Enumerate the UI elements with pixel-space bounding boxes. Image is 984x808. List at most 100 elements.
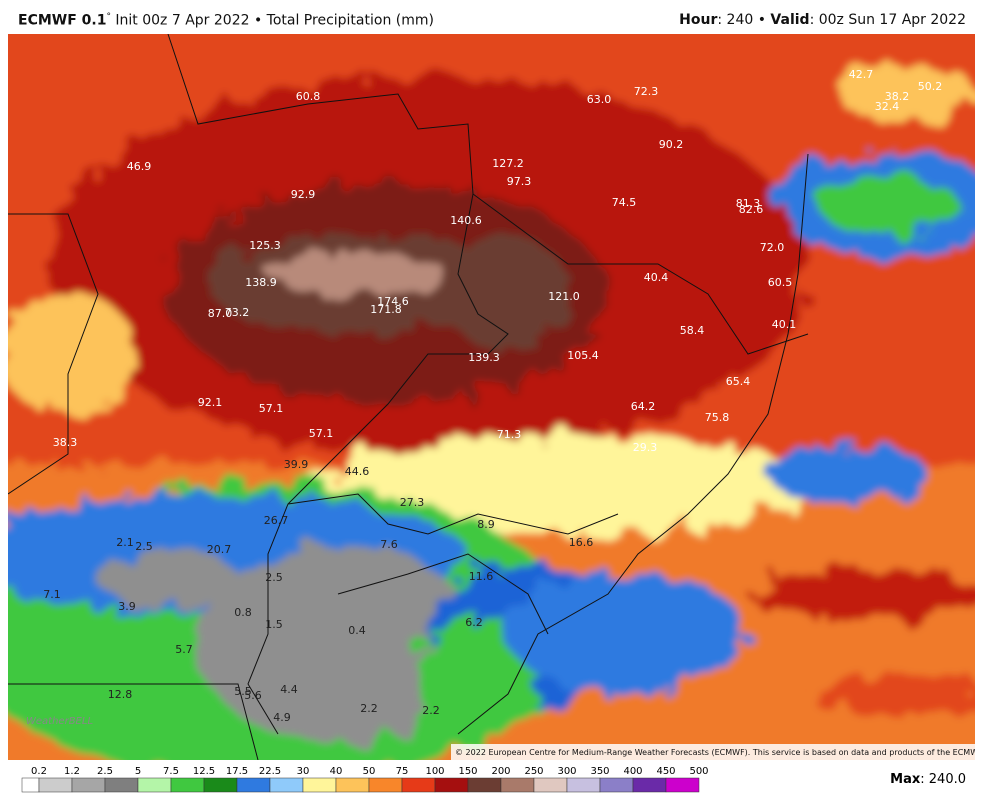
colorbar-cell <box>71 777 106 793</box>
value-label: 38.3 <box>53 436 78 449</box>
value-label: 2.5 <box>265 571 283 584</box>
value-label: 11.6 <box>469 570 494 583</box>
value-label: 39.9 <box>284 458 309 471</box>
colorbar-label: 1.2 <box>64 766 80 777</box>
colorbar-cell <box>104 777 139 793</box>
value-label: 8.9 <box>477 518 495 531</box>
value-label: 1.5 <box>265 618 283 631</box>
value-label: 75.8 <box>705 411 730 424</box>
value-label: 90.2 <box>659 138 684 151</box>
value-label: 81.3 <box>736 197 761 210</box>
init: Init 00z 7 Apr 2022 • Total Precipitatio… <box>110 12 434 29</box>
value-label: 2.5 <box>135 540 153 553</box>
colorbar-cell <box>665 777 700 793</box>
colorbar-cell <box>566 777 601 793</box>
colorbar-cell <box>203 777 238 793</box>
value-label: 29.3 <box>633 441 658 454</box>
value-label: 44.6 <box>345 465 370 478</box>
value-label: 140.6 <box>450 214 482 227</box>
value-label: 0.4 <box>348 624 366 637</box>
value-label: 16.6 <box>569 536 594 549</box>
colorbar-label: 400 <box>623 766 642 777</box>
value-label: 32.4 <box>875 100 900 113</box>
value-label: 2.2 <box>360 702 378 715</box>
colorbar-cell <box>500 777 535 793</box>
colorbar-cell <box>21 777 40 793</box>
colorbar-label: 450 <box>656 766 675 777</box>
value-label: 5.6 <box>244 689 262 702</box>
value-label: 87.0 <box>208 307 233 320</box>
colorbar-label: 22.5 <box>259 766 281 777</box>
map: 60.8 63.0 72.3 42.7 50.2 38.232.4 46.9 127.2 97.… <box>8 34 975 760</box>
degree: ° <box>106 12 111 22</box>
value-label: 50.2 <box>918 80 943 93</box>
colorbar-cell <box>599 777 634 793</box>
colorbar-cell <box>170 777 205 793</box>
value-label: 171.8 <box>370 303 402 316</box>
colorbar-label: 30 <box>297 766 310 777</box>
copyright-bg <box>451 744 975 760</box>
max-value: Max: 240.0 <box>890 772 966 787</box>
copyright: © 2022 European Centre for Medium-Range … <box>455 748 975 757</box>
hour-key: Hour <box>679 12 718 28</box>
value-label: 105.4 <box>567 349 599 362</box>
value-label: 92.9 <box>291 188 316 201</box>
valid-key: Valid <box>770 12 810 28</box>
colorbar-label: 5 <box>135 766 141 777</box>
value-label: 4.9 <box>273 711 291 724</box>
max-key: Max <box>890 772 921 787</box>
value-label: 97.3 <box>507 175 532 188</box>
colorbar-label: 300 <box>557 766 576 777</box>
value-label: 40.1 <box>772 318 797 331</box>
colorbar-cell <box>302 777 337 793</box>
value-label: 12.8 <box>108 688 133 701</box>
value-label: 0.8 <box>234 606 252 619</box>
value-label: 92.1 <box>198 396 223 409</box>
value-label: 121.0 <box>548 290 580 303</box>
colorbar-label: 7.5 <box>163 766 179 777</box>
value-label: 46.9 <box>127 160 152 173</box>
colorbar-cell <box>434 777 469 793</box>
colorbar-cell <box>368 777 403 793</box>
colorbar-cell <box>401 777 436 793</box>
value-label: 139.3 <box>468 351 500 364</box>
precip-field <box>8 34 975 760</box>
value-label: 82.6 <box>739 203 764 216</box>
colorbar-label: 50 <box>363 766 376 777</box>
value-label: 58.4 <box>680 324 705 337</box>
colorbar-label: 0.2 <box>31 766 47 777</box>
value-label: 127.2 <box>492 157 524 170</box>
value-label: 57.1 <box>309 427 334 440</box>
value-label: 5.7 <box>175 643 193 656</box>
value-label: 63.0 <box>587 93 612 106</box>
watermark: WeatherBELL <box>26 716 93 727</box>
value-label: 72.3 <box>634 85 659 98</box>
value-label: 4.4 <box>280 683 298 696</box>
value-label: 60.8 <box>296 90 321 103</box>
value-label: 38.2 <box>885 90 910 103</box>
value-label: 2.1 <box>116 536 134 549</box>
colorbar-label: 100 <box>425 766 444 777</box>
colorbar-cell <box>533 777 568 793</box>
colorbar-cell <box>632 777 667 793</box>
value-label: 7.6 <box>380 538 398 551</box>
colorbar: 0.2 1.2 2.5 5 7.5 12.5 17.5 22.5 30 40 50 75 100 150 2… <box>21 766 709 793</box>
value-label: 125.3 <box>249 239 281 252</box>
value-label: 138.9 <box>245 276 277 289</box>
value-label: 64.2 <box>631 400 656 413</box>
value-label: 72.0 <box>760 241 785 254</box>
value-label: 71.3 <box>497 428 522 441</box>
value-label: 73.2 <box>225 306 250 319</box>
colorbar-cell <box>236 777 271 793</box>
value-label: 20.7 <box>207 543 232 556</box>
value-label: 6.2 <box>465 616 483 629</box>
value-label: 2.2 <box>422 704 440 717</box>
colorbar-label: 17.5 <box>226 766 248 777</box>
value-label: 5.5 <box>234 685 252 698</box>
value-label: 60.5 <box>768 276 793 289</box>
valid-val: : 00z Sun 17 Apr 2022 <box>809 12 966 28</box>
colorbar-label: 75 <box>396 766 409 777</box>
colorbar-label: 350 <box>590 766 609 777</box>
value-label: 27.3 <box>400 496 425 509</box>
value-label: 7.1 <box>43 588 61 601</box>
